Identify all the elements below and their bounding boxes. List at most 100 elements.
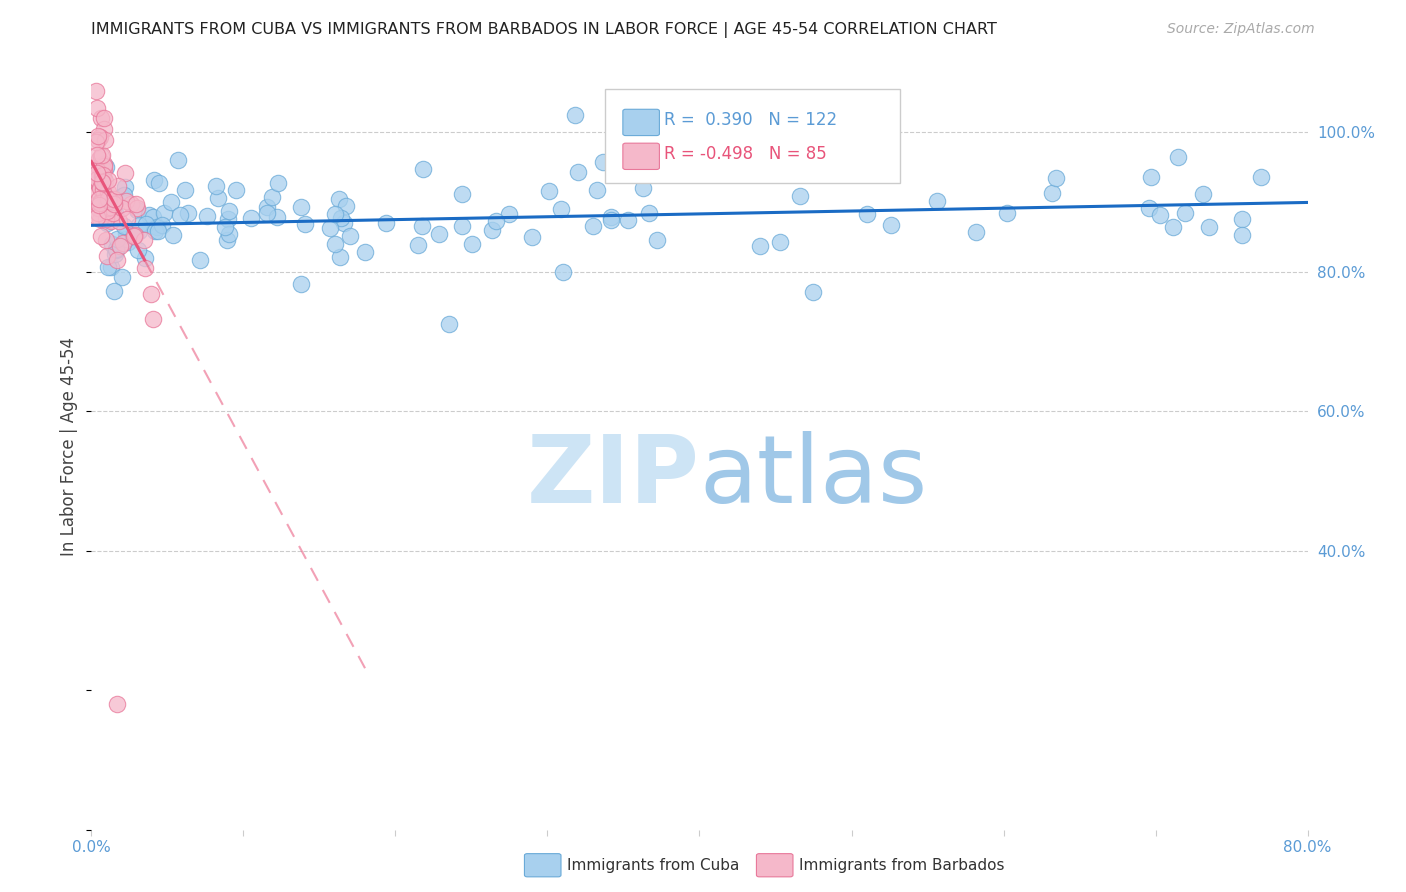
- Point: [267, 177, 290, 191]
- Point: [142, 312, 165, 326]
- Point: [93, 163, 115, 178]
- Point: [329, 250, 352, 264]
- Point: [143, 173, 166, 187]
- Point: [91, 184, 114, 198]
- Point: [146, 224, 169, 238]
- Point: [86, 148, 108, 162]
- Point: [112, 219, 135, 233]
- Point: [1167, 150, 1189, 164]
- Point: [427, 227, 450, 241]
- Point: [481, 223, 503, 237]
- Point: [354, 245, 377, 260]
- Point: [256, 206, 278, 220]
- Point: [217, 212, 239, 227]
- Point: [101, 206, 124, 220]
- Text: Immigrants from Cuba: Immigrants from Cuba: [567, 858, 740, 872]
- Point: [103, 196, 125, 211]
- Point: [87, 197, 110, 211]
- Point: [553, 265, 575, 279]
- Point: [177, 206, 200, 220]
- Point: [91, 169, 114, 183]
- Point: [450, 186, 472, 201]
- Point: [114, 180, 136, 194]
- Point: [1137, 201, 1160, 215]
- Point: [600, 211, 623, 225]
- Point: [214, 219, 236, 234]
- Point: [290, 201, 312, 215]
- Text: atlas: atlas: [699, 431, 928, 523]
- Point: [105, 244, 128, 258]
- Point: [789, 188, 811, 202]
- Point: [856, 207, 879, 221]
- Point: [239, 211, 262, 226]
- Point: [89, 130, 111, 145]
- Point: [638, 206, 661, 220]
- Point: [93, 121, 115, 136]
- Point: [97, 192, 120, 206]
- Point: [101, 213, 124, 227]
- Point: [100, 213, 122, 227]
- Point: [114, 165, 136, 179]
- Point: [94, 193, 117, 207]
- Point: [412, 161, 434, 176]
- Point: [124, 227, 146, 242]
- Point: [87, 159, 110, 173]
- Point: [294, 217, 316, 231]
- Point: [134, 233, 156, 247]
- Point: [592, 155, 614, 169]
- Point: [145, 219, 167, 234]
- Point: [150, 218, 173, 232]
- Point: [138, 208, 160, 222]
- Point: [98, 194, 121, 208]
- Point: [103, 201, 125, 215]
- Point: [537, 184, 560, 198]
- Point: [437, 317, 460, 331]
- Point: [86, 101, 108, 115]
- Point: [408, 238, 430, 252]
- Point: [339, 229, 361, 244]
- Point: [105, 242, 128, 256]
- Text: Immigrants from Barbados: Immigrants from Barbados: [799, 858, 1004, 872]
- Point: [586, 183, 609, 197]
- Point: [96, 249, 118, 263]
- Point: [645, 233, 668, 247]
- Point: [205, 178, 228, 193]
- Point: [564, 108, 586, 122]
- Point: [218, 203, 240, 218]
- Point: [167, 153, 190, 167]
- Point: [111, 270, 134, 285]
- Point: [1161, 219, 1184, 234]
- Point: [266, 210, 288, 224]
- Point: [333, 216, 356, 230]
- Point: [93, 112, 115, 126]
- Point: [127, 201, 149, 215]
- Point: [98, 206, 121, 220]
- Point: [86, 171, 108, 186]
- Point: [115, 211, 138, 226]
- Point: [101, 193, 124, 207]
- Point: [96, 216, 118, 230]
- Point: [169, 208, 191, 222]
- Point: [101, 237, 124, 252]
- Point: [84, 84, 107, 98]
- Point: [1230, 227, 1253, 242]
- Point: [141, 287, 163, 301]
- Point: [122, 228, 145, 243]
- Point: [117, 235, 139, 249]
- Point: [94, 212, 117, 227]
- Point: [96, 201, 118, 215]
- Point: [1174, 206, 1197, 220]
- Point: [925, 194, 948, 208]
- Point: [115, 226, 138, 240]
- Point: [769, 235, 792, 250]
- Point: [520, 230, 543, 244]
- Point: [159, 195, 181, 210]
- Point: [89, 211, 111, 226]
- Point: [91, 183, 114, 197]
- Point: [89, 195, 111, 210]
- Point: [143, 224, 166, 238]
- Point: [105, 232, 128, 246]
- Point: [617, 212, 640, 227]
- Point: [87, 132, 110, 146]
- Point: [87, 153, 110, 167]
